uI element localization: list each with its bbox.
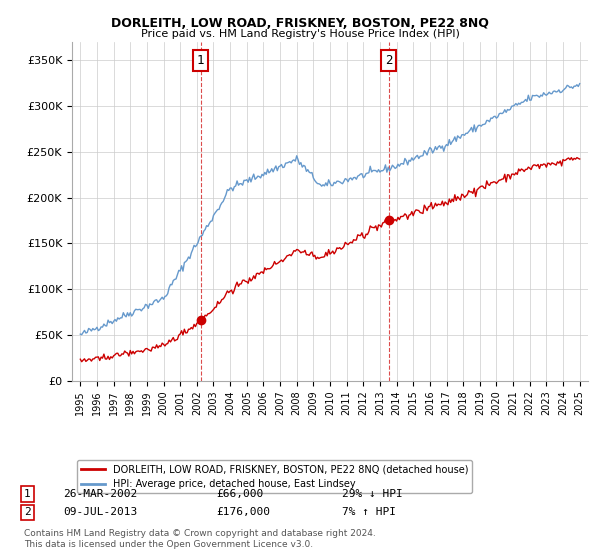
Text: 09-JUL-2013: 09-JUL-2013 [63, 507, 137, 517]
Text: 29% ↓ HPI: 29% ↓ HPI [342, 489, 403, 499]
Text: 7% ↑ HPI: 7% ↑ HPI [342, 507, 396, 517]
Text: 2: 2 [385, 54, 392, 67]
Text: £66,000: £66,000 [216, 489, 263, 499]
Text: 26-MAR-2002: 26-MAR-2002 [63, 489, 137, 499]
Text: 2: 2 [24, 507, 31, 517]
Text: Price paid vs. HM Land Registry's House Price Index (HPI): Price paid vs. HM Land Registry's House … [140, 29, 460, 39]
Text: 1: 1 [197, 54, 205, 67]
Text: £176,000: £176,000 [216, 507, 270, 517]
Text: Contains HM Land Registry data © Crown copyright and database right 2024.: Contains HM Land Registry data © Crown c… [24, 529, 376, 538]
Text: DORLEITH, LOW ROAD, FRISKNEY, BOSTON, PE22 8NQ: DORLEITH, LOW ROAD, FRISKNEY, BOSTON, PE… [111, 17, 489, 30]
Text: 1: 1 [24, 489, 31, 499]
Legend: DORLEITH, LOW ROAD, FRISKNEY, BOSTON, PE22 8NQ (detached house), HPI: Average pr: DORLEITH, LOW ROAD, FRISKNEY, BOSTON, PE… [77, 460, 472, 493]
Text: This data is licensed under the Open Government Licence v3.0.: This data is licensed under the Open Gov… [24, 540, 313, 549]
